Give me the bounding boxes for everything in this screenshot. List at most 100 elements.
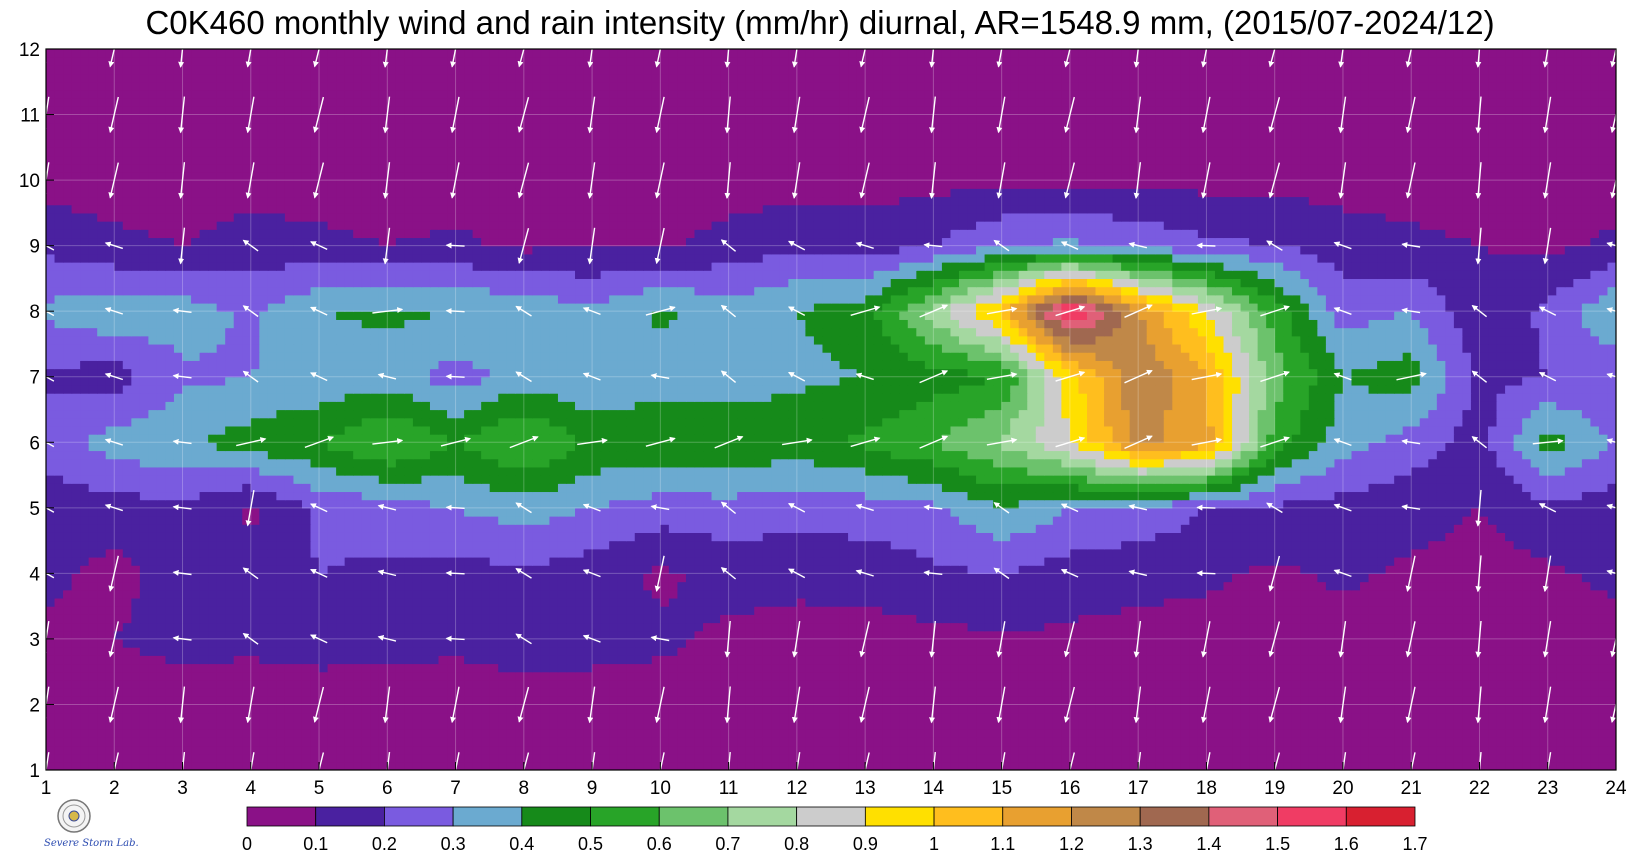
heat-cell [191, 556, 201, 566]
heat-cell [1317, 647, 1327, 656]
heat-cell [967, 679, 977, 689]
heat-cell [1300, 548, 1310, 558]
heat-cell [950, 556, 960, 566]
heat-cell [1598, 556, 1609, 566]
heat-cell [1445, 655, 1455, 665]
heat-cell [182, 688, 192, 697]
heat-cell [293, 638, 303, 648]
heat-cell [472, 573, 482, 583]
heat-cell [319, 729, 329, 738]
heat-cell [856, 614, 866, 624]
heat-cell [455, 663, 465, 673]
heat-cell [267, 638, 277, 648]
heat-cell [557, 761, 568, 770]
heat-cell [1564, 737, 1574, 747]
heat-cell [80, 696, 90, 706]
heat-cell [873, 729, 883, 738]
heat-cell [626, 679, 636, 689]
heat-cell [173, 630, 184, 640]
heat-cell [353, 688, 363, 697]
heat-cell [114, 688, 124, 697]
heat-cell [813, 548, 824, 558]
heat-cell [310, 606, 320, 615]
heat-cell [1300, 614, 1310, 624]
heat-cell [1240, 597, 1250, 607]
heat-cell [1223, 704, 1233, 714]
heat-cell [1607, 638, 1616, 648]
heat-cell [233, 647, 243, 656]
heat-cell [958, 548, 969, 558]
heat-cell [805, 712, 815, 722]
heat-cell [899, 663, 909, 673]
heat-cell [131, 581, 141, 591]
heat-cell [976, 606, 986, 615]
heat-cell [1257, 548, 1267, 558]
heat-cell [1035, 696, 1045, 706]
heat-cell [46, 606, 56, 615]
heat-cell [532, 630, 542, 640]
heat-cell [1428, 737, 1438, 747]
heat-cell [259, 622, 269, 632]
heat-cell [80, 548, 90, 558]
heat-cell [54, 688, 64, 697]
heat-cell [1300, 729, 1310, 738]
heat-cell [549, 704, 559, 714]
heat-cell [1325, 638, 1336, 648]
heat-cell [626, 671, 636, 681]
heat-cell [1445, 565, 1455, 574]
heat-cell [472, 663, 482, 673]
heat-cell [1274, 696, 1284, 706]
heat-cell [1590, 696, 1600, 706]
heat-cell [703, 720, 713, 730]
heat-cell [916, 548, 926, 558]
heat-cell [438, 688, 448, 697]
heat-cell [1377, 597, 1387, 607]
heat-cell [498, 720, 508, 730]
heat-cell [1146, 712, 1156, 722]
heat-cell [1539, 745, 1549, 755]
heat-cell [549, 720, 559, 730]
heat-cell [1394, 622, 1404, 632]
heat-cell [907, 712, 917, 722]
heat-cell [378, 606, 388, 615]
heat-cell [924, 630, 934, 640]
heat-cell [148, 737, 158, 747]
heat-cell [694, 565, 704, 574]
heat-cell [1581, 573, 1591, 583]
heat-cell [745, 638, 755, 648]
heat-cell [779, 720, 789, 730]
heat-cell [1061, 745, 1071, 755]
heat-cell [46, 753, 56, 763]
heat-cell [796, 638, 806, 648]
heat-cell [1419, 761, 1429, 770]
heat-cell [429, 573, 440, 583]
heat-cell [489, 630, 499, 640]
heat-cell [54, 556, 64, 566]
heat-cell [916, 565, 926, 574]
heat-cell [1505, 720, 1515, 730]
heat-cell [1155, 753, 1165, 763]
heat-cell [1334, 597, 1344, 607]
heat-cell [1163, 548, 1173, 558]
heat-cell [1564, 573, 1574, 583]
heat-cell [643, 614, 653, 624]
heat-cell [344, 606, 354, 615]
heat-cell [1086, 729, 1097, 738]
heat-cell [976, 688, 986, 697]
heat-cell [1197, 671, 1208, 681]
heat-cell [1411, 753, 1421, 763]
heat-cell [941, 753, 952, 763]
heat-cell [549, 647, 559, 656]
heat-cell [1112, 753, 1122, 763]
heat-cell [1385, 671, 1395, 681]
heat-cell [617, 655, 627, 665]
heat-cell [1035, 573, 1045, 583]
heat-cell [583, 663, 593, 673]
heat-cell [1607, 556, 1616, 566]
heat-cell [387, 729, 397, 738]
heat-cell [139, 696, 149, 706]
heat-cell [950, 630, 960, 640]
heat-cell [293, 614, 303, 624]
heat-cell [489, 679, 499, 689]
heat-cell [122, 761, 132, 770]
